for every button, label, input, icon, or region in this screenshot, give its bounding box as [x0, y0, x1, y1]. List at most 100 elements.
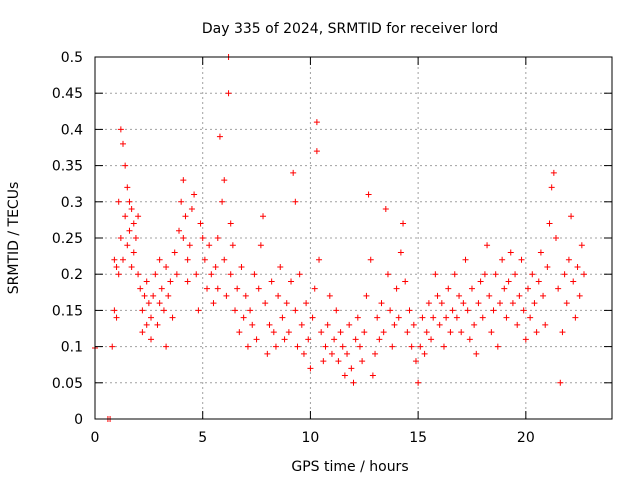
x-tick-label: 15	[409, 430, 427, 446]
data-point	[531, 300, 538, 307]
data-point	[410, 321, 417, 328]
data-point	[529, 271, 536, 278]
data-point	[348, 365, 355, 372]
data-point	[535, 278, 542, 285]
data-point	[559, 329, 566, 336]
data-point	[473, 350, 480, 357]
data-point	[550, 169, 557, 176]
axis-ticks: 0 0.05 0.1 0.15 0.2 0.25 0.3 0.35 0.4 0.45 0.5 0 5 10…	[52, 50, 612, 446]
data-point	[499, 256, 506, 263]
data-point	[279, 314, 286, 321]
data-point	[124, 242, 131, 249]
data-point	[428, 336, 435, 343]
data-point	[262, 300, 269, 307]
data-point	[423, 329, 430, 336]
data-point	[466, 336, 473, 343]
data-point	[440, 343, 447, 350]
y-tick-label: 0.3	[61, 195, 83, 211]
data-point	[137, 285, 144, 292]
data-point	[197, 220, 204, 227]
data-point	[505, 278, 512, 285]
data-point	[494, 343, 501, 350]
data-point	[477, 278, 484, 285]
data-point	[421, 350, 428, 357]
data-point	[518, 256, 525, 263]
data-point	[266, 321, 273, 328]
data-point	[341, 372, 348, 379]
data-point	[520, 307, 527, 314]
data-point	[395, 314, 402, 321]
data-point	[122, 162, 129, 169]
data-point	[115, 198, 122, 205]
data-point	[240, 314, 247, 321]
data-point	[512, 271, 519, 278]
data-point	[326, 292, 333, 299]
data-point	[307, 365, 314, 372]
data-point	[184, 278, 191, 285]
data-point	[221, 177, 228, 184]
data-point	[242, 292, 249, 299]
data-point	[561, 271, 568, 278]
data-point	[255, 285, 262, 292]
data-point	[206, 242, 213, 249]
data-point	[298, 321, 305, 328]
data-point	[555, 285, 562, 292]
data-point	[214, 235, 221, 241]
data-point	[311, 285, 318, 292]
y-tick-label: 0	[74, 412, 83, 428]
data-point	[163, 343, 170, 350]
data-point	[456, 292, 463, 299]
data-point	[288, 278, 295, 285]
data-point	[292, 307, 299, 314]
data-point	[277, 263, 284, 270]
data-point	[126, 198, 133, 205]
data-point	[419, 314, 426, 321]
data-point	[490, 307, 497, 314]
data-point	[397, 249, 404, 256]
data-point	[253, 336, 260, 343]
data-points	[92, 54, 587, 422]
data-point	[574, 263, 581, 270]
data-point	[492, 271, 499, 278]
data-point	[552, 235, 559, 241]
data-point	[199, 235, 206, 241]
data-point	[223, 292, 230, 299]
data-point	[384, 271, 391, 278]
data-point	[572, 314, 579, 321]
data-point	[432, 271, 439, 278]
y-tick-label: 0.1	[61, 340, 83, 356]
data-point	[449, 307, 456, 314]
data-point	[176, 227, 183, 234]
data-point	[238, 263, 245, 270]
data-point	[346, 321, 353, 328]
data-point	[225, 90, 232, 97]
data-point	[359, 358, 366, 365]
data-point	[464, 307, 471, 314]
data-point	[380, 329, 387, 336]
data-point	[180, 235, 187, 241]
data-point	[391, 321, 398, 328]
data-point	[111, 307, 118, 314]
data-point	[533, 329, 540, 336]
data-point	[376, 336, 383, 343]
data-point	[247, 307, 254, 314]
data-point	[453, 314, 460, 321]
data-point	[415, 379, 422, 386]
data-point	[281, 336, 288, 343]
data-point	[158, 285, 165, 292]
data-point	[135, 213, 142, 220]
data-point	[173, 271, 180, 278]
data-point	[412, 358, 419, 365]
data-point	[300, 350, 307, 357]
data-point	[363, 292, 370, 299]
data-point	[430, 314, 437, 321]
data-point	[458, 329, 465, 336]
y-tick-label: 0.2	[61, 267, 83, 283]
data-point	[188, 206, 195, 213]
data-point	[406, 307, 413, 314]
data-point	[378, 300, 385, 307]
data-point	[438, 300, 445, 307]
data-point	[350, 379, 357, 386]
data-point	[160, 307, 167, 314]
data-point	[434, 292, 441, 299]
